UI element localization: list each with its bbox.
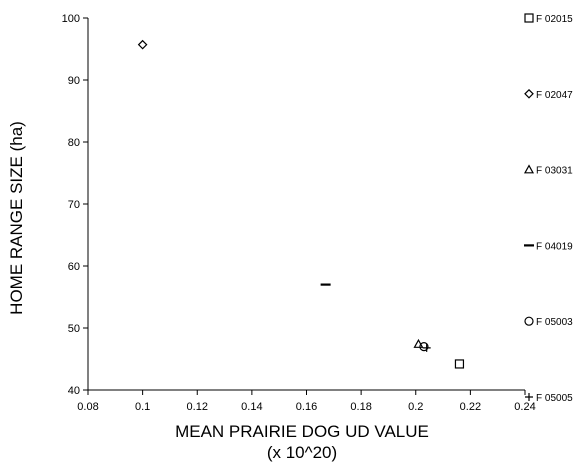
x-tick-label: 0.1 bbox=[135, 401, 150, 413]
x-axis-label: MEAN PRAIRIE DOG UD VALUE bbox=[175, 422, 429, 441]
x-axis-label-unit: (x 10^20) bbox=[267, 443, 337, 462]
x-tick-label: 0.24 bbox=[514, 401, 535, 413]
legend-marker bbox=[524, 88, 534, 99]
legend-label: F 02015 bbox=[536, 14, 573, 25]
data-point bbox=[419, 342, 429, 352]
legend-marker bbox=[524, 316, 534, 326]
y-tick-label: 60 bbox=[68, 261, 80, 273]
legend-label: F 03031 bbox=[536, 166, 573, 177]
x-tick-label: 0.18 bbox=[350, 401, 371, 413]
legend-label: F 04019 bbox=[536, 241, 573, 252]
data-point bbox=[454, 359, 465, 369]
axes bbox=[87, 18, 525, 391]
x-tick-label: 0.08 bbox=[77, 401, 98, 413]
legend-label: F 02047 bbox=[536, 90, 573, 101]
y-ticks: 40 50 60 70 80 90 100 bbox=[62, 13, 88, 397]
legend-marker bbox=[524, 13, 534, 23]
x-tick-label: 0.14 bbox=[241, 401, 262, 413]
x-tick-label: 0.12 bbox=[187, 401, 208, 413]
x-tick-label: 0.16 bbox=[296, 401, 317, 413]
legend: F 02015 F 02047 F 03031 F 04019 F 05003 F 050… bbox=[523, 13, 573, 404]
y-tick-label: 50 bbox=[68, 323, 80, 335]
x-tick-label: 0.2 bbox=[408, 401, 423, 413]
data-point bbox=[422, 343, 431, 352]
legend-marker bbox=[525, 393, 533, 401]
data-points bbox=[137, 39, 465, 369]
y-axis-label: HOME RANGE SIZE (ha) bbox=[7, 121, 26, 315]
legend-label: F 05005 bbox=[536, 393, 573, 404]
data-point bbox=[137, 39, 148, 50]
y-tick-label: 70 bbox=[68, 199, 80, 211]
legend-label: F 05003 bbox=[536, 317, 573, 328]
x-ticks: 0.08 0.1 0.12 0.14 0.16 0.18 0.2 0.22 0.24 bbox=[77, 390, 536, 413]
x-tick-label: 0.22 bbox=[460, 401, 481, 413]
legend-marker bbox=[523, 164, 535, 174]
y-tick-label: 40 bbox=[68, 385, 80, 397]
y-tick-label: 80 bbox=[68, 137, 80, 149]
y-tick-label: 100 bbox=[62, 13, 80, 25]
y-tick-label: 90 bbox=[68, 75, 80, 87]
